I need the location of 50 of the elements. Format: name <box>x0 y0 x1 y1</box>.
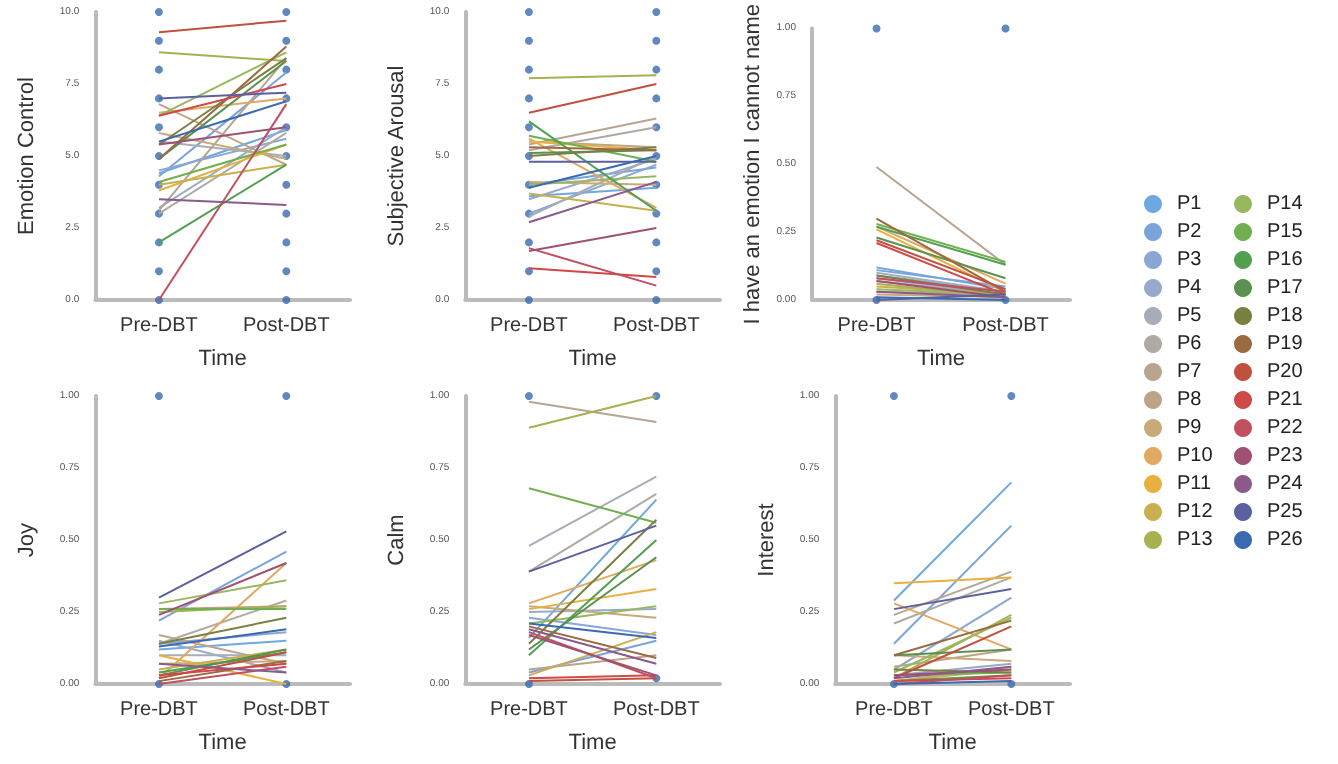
x-tick-label: Pre-DBT <box>490 315 568 337</box>
y-axis-title: Calm <box>385 514 409 566</box>
legend-label: P13 <box>1177 529 1214 551</box>
x-tick-label: Pre-DBT <box>120 699 198 721</box>
x-tick-label: Post-DBT <box>962 315 1049 337</box>
y-axis-title: Subjective Arousal <box>385 65 409 247</box>
x-tick-label: Post-DBT <box>967 699 1055 721</box>
legend-label: P23 <box>1267 445 1304 467</box>
legend-label: P5 <box>1177 305 1203 327</box>
x-tick-label: Pre-DBT <box>855 699 933 721</box>
legend-label: P7 <box>1177 361 1203 383</box>
legend-label: P1 <box>1177 193 1203 215</box>
y-axis-title: Joy <box>15 521 39 558</box>
x-tick-label: Post-DBT <box>242 315 330 337</box>
legend-label: P4 <box>1177 277 1203 299</box>
legend-label: P14 <box>1267 193 1304 215</box>
x-axis-title: Time <box>568 347 617 371</box>
y-axis-title: Interest <box>755 503 779 577</box>
legend-label: P15 <box>1267 221 1304 243</box>
x-tick-label: Post-DBT <box>242 699 330 721</box>
x-axis-title: Time <box>568 731 617 755</box>
legend-label: P26 <box>1267 529 1304 551</box>
x-axis-title: Time <box>198 731 247 755</box>
x-axis-title: Time <box>198 347 247 371</box>
x-tick-label: Pre-DBT <box>120 315 198 337</box>
y-axis-title: Emotion Control <box>15 77 39 235</box>
x-tick-label: Post-DBT <box>612 699 700 721</box>
legend-label: P16 <box>1267 249 1304 271</box>
x-axis-title: Time <box>928 731 977 755</box>
legend-label: P10 <box>1177 445 1214 467</box>
x-tick-label: Post-DBT <box>612 315 700 337</box>
legend-label: P24 <box>1267 473 1304 495</box>
x-tick-label: Pre-DBT <box>837 315 916 337</box>
legend-label: P9 <box>1177 417 1203 439</box>
legend-label: P3 <box>1177 249 1203 271</box>
legend-label: P20 <box>1267 361 1304 383</box>
legend-label: P12 <box>1177 501 1214 523</box>
legend-label: P18 <box>1267 305 1304 327</box>
legend-label: P21 <box>1267 389 1304 411</box>
legend-label: P2 <box>1177 221 1203 243</box>
legend-label: P6 <box>1177 333 1203 355</box>
legend-label: P25 <box>1267 501 1304 523</box>
legend-label: P8 <box>1177 389 1203 411</box>
legend-label: P19 <box>1267 333 1304 355</box>
x-axis-title: Time <box>916 347 966 371</box>
legend-label: P17 <box>1267 277 1304 299</box>
x-tick-label: Pre-DBT <box>490 699 568 721</box>
y-axis-title: I have an emotion I cannot name <box>741 4 765 325</box>
legend-label: P11 <box>1177 473 1212 495</box>
legend-label: P22 <box>1267 417 1304 439</box>
